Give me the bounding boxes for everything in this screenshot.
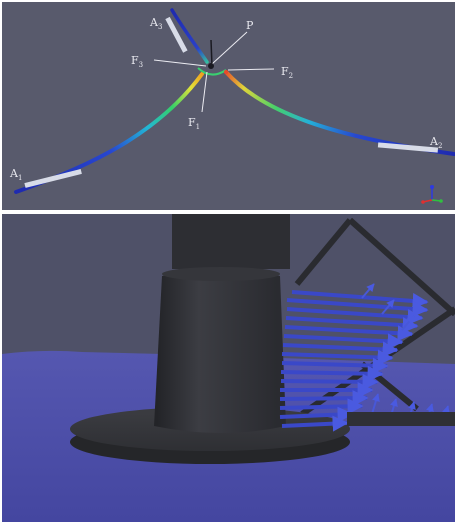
label-f2: F2 (281, 65, 293, 80)
xyz-axes-icon (421, 185, 443, 204)
platform-arc (197, 67, 227, 76)
anchor-a3-bar (165, 16, 188, 53)
vertical-line (210, 39, 213, 67)
anchor-a1-bar (24, 169, 82, 188)
post-upper (172, 214, 290, 269)
bottom-viewport[interactable] (2, 214, 455, 522)
force-f2-line (227, 68, 275, 71)
cable-robot-scene: A1 A2 A3 F3 F2 F1 P (9, 8, 455, 204)
horizontal-member (347, 412, 455, 426)
label-f3: F3 (131, 54, 143, 69)
label-p: P (246, 19, 254, 32)
top-viewport[interactable]: A1 A2 A3 F3 F2 F1 P (2, 2, 455, 210)
force-f3-line (153, 59, 207, 67)
post-body (154, 271, 286, 433)
label-a3: A3 (149, 16, 162, 31)
p-line (211, 31, 248, 65)
cable-a2 (224, 70, 455, 156)
cable-a1 (14, 72, 204, 194)
platform-point (208, 63, 214, 69)
force-f1-line (201, 71, 208, 113)
label-f1: F1 (188, 116, 200, 131)
label-a1: A1 (9, 167, 22, 182)
force-vector-arrows-icon (279, 290, 429, 432)
post-closeup-scene (2, 214, 455, 522)
anchor-a2-bar (377, 142, 439, 153)
cable-a3 (170, 8, 209, 64)
label-a2: A2 (429, 135, 442, 150)
